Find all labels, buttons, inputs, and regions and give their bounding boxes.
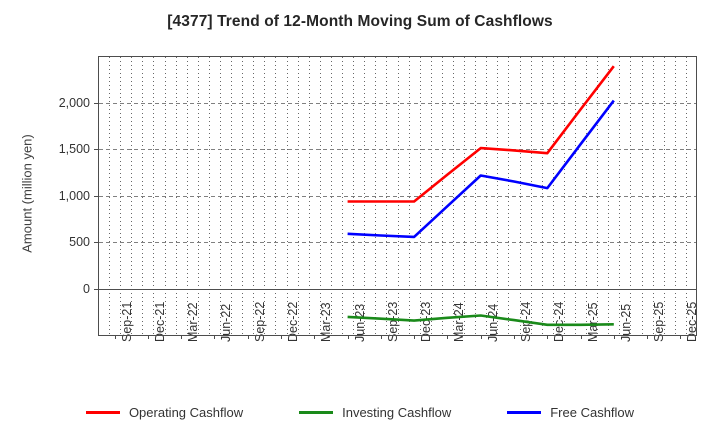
legend-item[interactable]: Free Cashflow	[507, 405, 634, 420]
line-swatch-red	[85, 411, 120, 414]
chart-title: [4377] Trend of 12-Month Moving Sum of C…	[167, 13, 553, 30]
major-gridlines	[99, 103, 696, 290]
minor-gridlines	[109, 57, 687, 334]
y-tick-label: 0	[83, 281, 90, 296]
chart-legend: Operating Cashflow Investing Cashflow Free…	[0, 405, 720, 420]
y-tick-label: 1,000	[58, 188, 90, 203]
data-series-lines	[347, 65, 615, 327]
y-tick-label: 1,500	[58, 142, 90, 156]
y-tick-label: 2,000	[58, 95, 90, 110]
legend-label: Investing Cashflow	[342, 405, 452, 420]
plot-frame	[98, 56, 697, 336]
line-swatch-green	[299, 411, 334, 414]
legend-item[interactable]: Investing Cashflow	[299, 405, 451, 420]
legend-label: Operating Cashflow	[128, 405, 244, 420]
y-tick-label: 500	[69, 235, 90, 249]
axis-tick-marks	[94, 103, 681, 339]
legend-label: Free Cashflow	[550, 405, 635, 420]
line-swatch-blue	[507, 411, 542, 414]
legend-item[interactable]: Operating Cashflow	[85, 405, 244, 420]
